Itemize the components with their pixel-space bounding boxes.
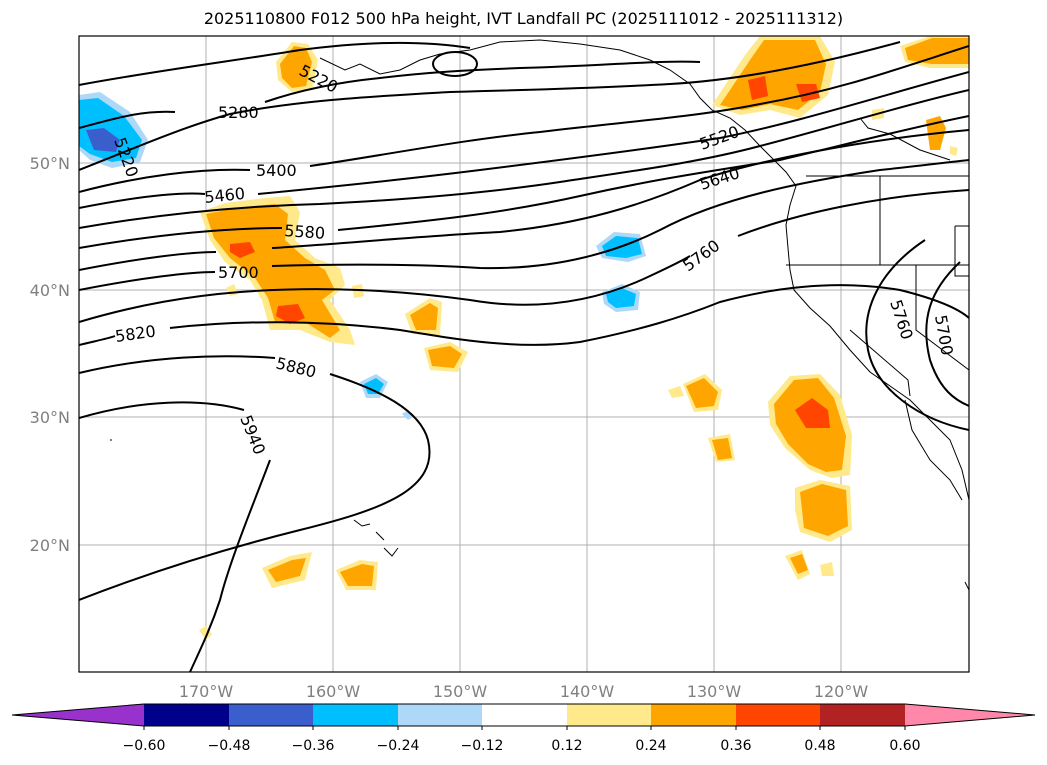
lon-label: 150°W xyxy=(433,682,488,701)
colorbar-tick-label: 0.60 xyxy=(889,738,920,754)
contour-label: 5580 xyxy=(284,221,326,243)
lat-label: 30°N xyxy=(30,408,70,427)
map-background xyxy=(79,36,969,672)
colorbar-segment xyxy=(482,704,567,726)
colorbar-segment xyxy=(144,704,229,726)
ivt-positive-shading xyxy=(199,36,969,640)
colorbar-tick-label: 0.36 xyxy=(720,738,751,754)
contour-label: 5460 xyxy=(203,184,245,207)
contour-label: 5280 xyxy=(218,103,259,122)
map-title: 2025110800 F012 500 hPa height, IVT Land… xyxy=(203,9,844,28)
colorbar-tick-label: 0.48 xyxy=(804,738,835,754)
contour-label: 5400 xyxy=(256,161,297,180)
colorbar-segment xyxy=(313,704,398,726)
colorbar-segment xyxy=(567,704,651,726)
colorbar-tick-label: −0.12 xyxy=(461,738,504,754)
colorbar-extend-low xyxy=(12,704,144,726)
colorbar-extend-high xyxy=(905,704,1035,726)
lon-label: 170°W xyxy=(179,682,234,701)
colorbar-tick-label: 0.12 xyxy=(551,738,582,754)
colorbar: −0.60 −0.48 −0.36 −0.24 −0.12 0.12 0.24 … xyxy=(11,703,1036,754)
coastlines xyxy=(110,39,969,591)
colorbar-segment xyxy=(398,704,482,726)
lon-label: 130°W xyxy=(687,682,742,701)
latitude-labels: 50°N 40°N 30°N 20°N xyxy=(30,154,70,555)
height-contours xyxy=(79,41,969,672)
colorbar-tick-label: −0.24 xyxy=(377,738,420,754)
colorbar-tick-label: 0.24 xyxy=(635,738,666,754)
colorbar-tick-label: −0.60 xyxy=(123,738,166,754)
contour-label: 5700 xyxy=(218,263,259,282)
lat-label: 40°N xyxy=(30,281,70,300)
colorbar-segment xyxy=(736,704,820,726)
map-frame xyxy=(78,35,970,673)
lon-label: 140°W xyxy=(560,682,615,701)
lon-label: 160°W xyxy=(306,682,361,701)
colorbar-segment xyxy=(820,704,905,726)
colorbar-tick-label: −0.36 xyxy=(292,738,335,754)
colorbar-segment xyxy=(651,704,736,726)
lon-label: 120°W xyxy=(814,682,869,701)
colorbar-segment xyxy=(229,704,313,726)
lat-label: 50°N xyxy=(30,154,70,173)
longitude-labels: 170°W 160°W 150°W 140°W 130°W 120°W xyxy=(179,682,869,701)
colorbar-tick-label: −0.48 xyxy=(208,738,251,754)
lat-label: 20°N xyxy=(30,536,70,555)
map-content: 5220 5280 5220 5400 5460 5580 5700 5820 … xyxy=(79,36,969,672)
